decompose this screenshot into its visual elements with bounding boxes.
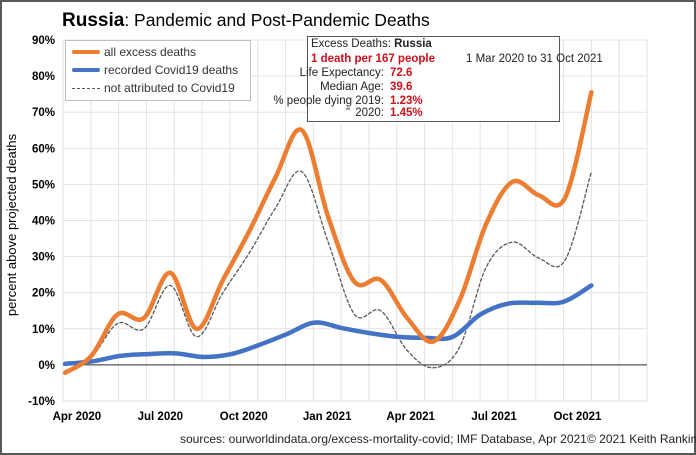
y-tick-label: 60%: [32, 143, 55, 155]
legend-item-not-attributed: not attributed to Covid19: [72, 79, 235, 97]
series-group: [62, 90, 594, 376]
y-tick-label: 30%: [32, 252, 55, 264]
series-line-not-attributed: [64, 170, 593, 375]
legend-swatch-covid: [72, 68, 100, 72]
y-tick-label: 80%: [32, 71, 55, 83]
chart-title: Russia: Pandemic and Post-Pandemic Death…: [62, 10, 430, 32]
x-axis-ticks: Apr 2020 Jul 2020 Oct 2020 Jan 2021 Apr 2021…: [53, 411, 602, 423]
info-dying-2019-label: % people dying 2019:: [273, 95, 384, 107]
info-heading-label: Excess Deaths:: [311, 38, 395, 50]
legend-swatch-not-attributed: [72, 87, 100, 89]
y-tick-label: 70%: [32, 107, 55, 119]
info-period: 1 Mar 2020 to 31 Oct 2021: [466, 53, 603, 65]
x-tick-label: Oct 2020: [220, 411, 268, 423]
info-heading-country: Russia: [394, 38, 432, 50]
x-tick-label: Jul 2021: [471, 411, 517, 423]
series-line-all-excess-deaths: [62, 90, 594, 376]
info-life-expectancy-label: Life Expectancy:: [299, 67, 384, 79]
y-tick-label: 90%: [32, 35, 55, 47]
info-box: Excess Deaths: Russia 1 death per 167 pe…: [273, 36, 603, 122]
y-axis-ticks: -10% 0% 10% 20% 30% 40% 50% 60% 70% 80% 90%: [28, 35, 55, 408]
info-death-rate: 1 death per 167 people: [311, 53, 435, 65]
y-tick-label: -10%: [28, 396, 55, 408]
y-tick-label: 20%: [32, 288, 55, 300]
chart-title-rest: : Pandemic and Post-Pandemic Deaths: [124, 10, 430, 30]
info-dying-2019-value: 1.23%: [390, 95, 423, 107]
info-dying-2020-label: 2020:: [355, 107, 384, 119]
y-axis-label: percent above projected deaths: [4, 133, 19, 316]
y-tick-label: 0%: [38, 360, 55, 372]
info-ditto-mark: ": [346, 107, 351, 119]
x-tick-label: Apr 2020: [53, 411, 102, 423]
copyright-note: © 2021 Keith Rankin: [587, 432, 696, 446]
info-dying-2020-value: 1.45%: [390, 107, 423, 119]
legend-item-excess: all excess deaths: [72, 43, 196, 61]
series-line-recorded-covid-deaths: [62, 283, 594, 367]
legend-swatch-excess: [72, 50, 100, 54]
x-tick-label: Jul 2020: [138, 411, 183, 423]
y-tick-label: 10%: [32, 324, 55, 336]
legend-label-excess: all excess deaths: [104, 45, 197, 59]
chart-title-country: Russia: [62, 10, 125, 31]
legend-label-covid: recorded Covid19 deaths: [104, 63, 239, 77]
info-median-age-label: Median Age:: [320, 81, 384, 93]
y-tick-label: 40%: [32, 216, 55, 228]
y-tick-label: 50%: [32, 179, 55, 191]
x-tick-label: Oct 2021: [553, 411, 602, 423]
legend-item-covid: recorded Covid19 deaths: [72, 61, 238, 79]
legend-label-not-attributed: not attributed to Covid19: [104, 81, 235, 95]
x-tick-label: Apr 2021: [386, 411, 435, 423]
sources-note: sources: ourworldindata.org/excess-morta…: [180, 432, 587, 446]
info-life-expectancy-value: 72.6: [390, 67, 413, 79]
legend: all excess deaths recorded Covid19 death…: [65, 40, 251, 101]
x-tick-label: Jan 2021: [303, 411, 352, 423]
info-heading: Excess Deaths: Russia: [311, 38, 432, 50]
info-median-age-value: 39.6: [390, 81, 413, 93]
